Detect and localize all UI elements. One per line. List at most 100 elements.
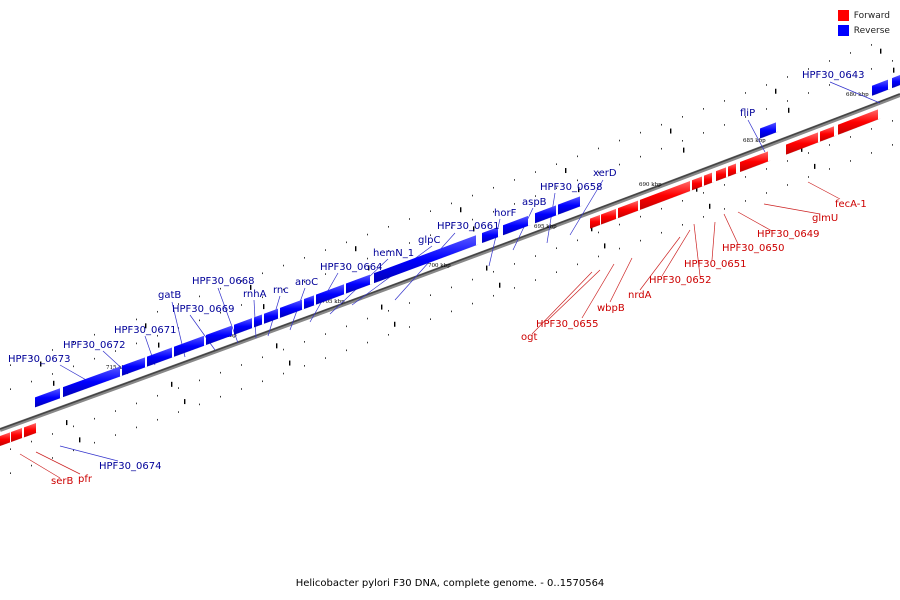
scale-label: 700 kbp xyxy=(428,263,451,269)
tick-mark xyxy=(871,68,872,70)
gene-label-reverse: xerD xyxy=(593,168,617,179)
tick-mark xyxy=(52,373,53,375)
tick-mark xyxy=(409,242,410,244)
tick-mark xyxy=(94,333,95,336)
reverse-gene-shadow xyxy=(280,308,305,318)
leader-line xyxy=(829,81,881,104)
tick-mark xyxy=(892,144,893,146)
scale-label: 695 kbp xyxy=(534,224,557,230)
tick-mark xyxy=(262,380,263,383)
reverse-gene-shadow xyxy=(892,85,900,89)
tick-mark xyxy=(598,255,599,258)
tick-mark xyxy=(745,92,746,94)
gene-label-reverse: HPF30_0669 xyxy=(172,304,234,315)
tick-mark xyxy=(115,326,116,328)
tick-mark xyxy=(640,155,641,158)
reverse-gene-shadow xyxy=(206,334,235,346)
tick-mark xyxy=(598,231,599,234)
tick-mark xyxy=(829,168,830,170)
tick-mark xyxy=(850,136,851,138)
tick-mark xyxy=(304,257,305,259)
forward-gene xyxy=(590,214,600,229)
tick-mark xyxy=(766,108,767,110)
tick-mark xyxy=(850,160,851,162)
reverse-gene-shadow xyxy=(234,327,255,335)
tick-mark-major xyxy=(460,207,462,213)
tick-mark xyxy=(598,171,599,174)
tick-mark xyxy=(220,395,221,398)
tick-mark xyxy=(703,132,704,134)
forward-gene xyxy=(786,132,818,155)
forward-gene-shadow xyxy=(716,176,729,182)
gene-label-forward: fecA-1 xyxy=(835,199,867,210)
forward-gene xyxy=(640,180,690,210)
tick-mark xyxy=(52,457,53,459)
tick-mark xyxy=(493,186,494,189)
tick-mark xyxy=(682,116,683,118)
tick-mark xyxy=(199,379,200,382)
tick-mark xyxy=(367,233,368,236)
legend: Forward Reverse xyxy=(837,8,890,38)
gene-label-reverse: HPF30_0643 xyxy=(802,70,864,81)
forward-gene xyxy=(11,428,22,443)
tick-mark-major xyxy=(604,243,606,249)
tick-mark xyxy=(556,271,557,274)
tick-mark xyxy=(304,341,305,343)
tick-mark xyxy=(619,139,620,142)
tick-mark xyxy=(661,231,662,234)
tick-mark xyxy=(451,286,452,289)
tick-mark-major xyxy=(381,304,383,310)
tick-mark-major xyxy=(355,246,357,252)
reverse-gene xyxy=(63,366,120,398)
leader-line xyxy=(581,263,615,319)
tick-mark xyxy=(598,147,599,150)
forward-gene-shadow xyxy=(11,437,25,443)
reverse-gene xyxy=(892,75,900,89)
tick-mark xyxy=(787,100,788,102)
tick-mark xyxy=(325,357,326,359)
leader-line xyxy=(661,229,691,277)
gene-label-forward: glmU xyxy=(812,213,838,224)
tick-mark xyxy=(178,411,179,413)
reverse-gene xyxy=(872,79,888,96)
tick-mark xyxy=(304,365,305,367)
leader-line xyxy=(609,257,633,303)
tick-mark xyxy=(703,216,704,218)
reverse-gene xyxy=(346,274,370,294)
tick-mark xyxy=(745,176,746,178)
reverse-gene xyxy=(304,295,314,310)
leader-line xyxy=(394,232,456,301)
tick-mark xyxy=(640,215,641,218)
gene-label-forward: HPF30_0652 xyxy=(649,275,711,286)
tick-mark-major xyxy=(893,67,895,73)
tick-mark xyxy=(31,356,32,359)
tick-mark xyxy=(283,372,284,375)
gene-label-forward: HPF30_0650 xyxy=(722,243,784,254)
tick-mark xyxy=(892,120,893,122)
reverse-gene xyxy=(206,325,232,346)
tick-mark xyxy=(724,124,725,126)
gene-label-forward: pfr xyxy=(78,474,93,485)
gene-label-reverse: HPF30_0674 xyxy=(99,461,161,472)
tick-mark-major xyxy=(145,323,147,329)
gene-label-reverse: gatB xyxy=(158,290,181,301)
reverse-gene-shadow xyxy=(872,88,891,96)
tick-mark xyxy=(808,176,809,178)
reverse-gene-shadow xyxy=(264,317,281,324)
forward-gene xyxy=(601,208,616,225)
leader-line xyxy=(747,119,766,153)
leader-line xyxy=(531,271,593,335)
tick-mark xyxy=(661,147,662,150)
tick-mark xyxy=(577,155,578,158)
tick-mark xyxy=(367,341,368,344)
forward-gene xyxy=(740,151,768,173)
tick-mark xyxy=(73,341,74,344)
forward-gene-shadow xyxy=(640,189,693,210)
tick-mark xyxy=(556,163,557,166)
tick-mark-major xyxy=(184,399,186,405)
tick-mark-major xyxy=(473,226,475,232)
tick-mark xyxy=(577,179,578,182)
tick-mark-major xyxy=(250,284,252,290)
tick-mark xyxy=(430,294,431,297)
tick-mark xyxy=(31,380,32,383)
